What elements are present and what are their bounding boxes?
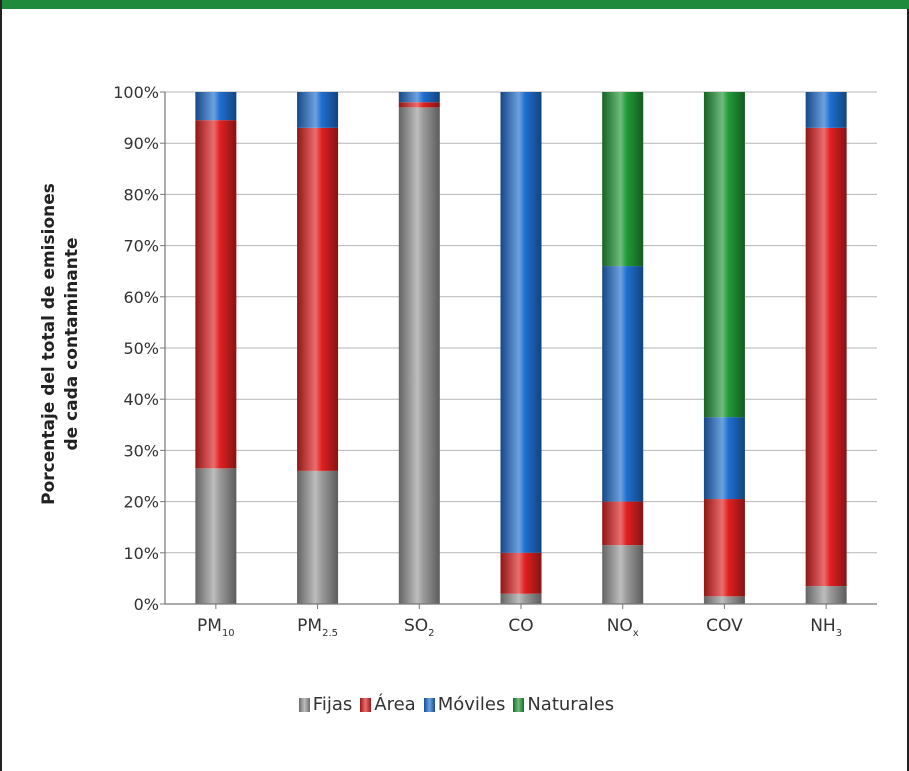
bar-segment-móviles <box>500 92 542 553</box>
x-tick-label: CO <box>508 616 533 636</box>
bars <box>195 92 847 605</box>
y-tick-label: 70% <box>123 237 159 256</box>
y-tick-labels: 0% 10% 20% 30% 40% 50% 60% 70% 80% 90% 100% <box>113 83 159 614</box>
bar-segment-fijas <box>398 107 440 605</box>
bar-segment-área <box>297 127 339 471</box>
y-tick-label: 10% <box>123 544 159 563</box>
bar-segment-móviles <box>398 92 440 103</box>
x-tick-labels: PM10 PM2.5 SO2 CO NOx COV NH3 <box>197 616 842 639</box>
bar-segment-fijas <box>703 596 745 604</box>
header-bar <box>2 0 909 9</box>
x-tick-label: PM10 <box>197 616 235 639</box>
legend-label: Móviles <box>437 694 506 715</box>
x-tick-label: NH3 <box>810 616 842 639</box>
y-tick-label: 100% <box>113 83 159 102</box>
bar-segment-área <box>195 120 237 469</box>
legend-swatch <box>423 697 435 712</box>
x-tick-label: NOx <box>607 616 639 639</box>
bar-segment-fijas <box>805 586 847 604</box>
legend-item-área: Área <box>360 694 416 715</box>
legend-item-móviles: Móviles <box>423 694 506 715</box>
legend-item-naturales: Naturales <box>513 694 614 715</box>
y-tick-label: 50% <box>123 339 159 358</box>
legend-label: Fijas <box>312 694 353 715</box>
bar-segment-móviles <box>703 417 745 500</box>
bar-segment-fijas <box>195 468 237 604</box>
bar-segment-móviles <box>602 266 644 502</box>
axes <box>164 92 877 609</box>
bar-segment-área <box>805 127 847 587</box>
bar-segment-naturales <box>703 92 745 418</box>
bar-segment-fijas <box>297 470 339 604</box>
x-tick-label: PM2.5 <box>297 616 338 639</box>
y-tick-label: 30% <box>123 441 159 460</box>
y-tick-label: 60% <box>123 288 159 307</box>
stacked-bar-chart: 0%10%20%30%40%50%60%70%80%90%100% PM10 PM… <box>39 83 877 639</box>
legend-label: Naturales <box>527 694 615 715</box>
bar-segment-naturales <box>602 92 644 267</box>
y-tick-label: 90% <box>123 134 159 153</box>
y-tick-label: 40% <box>123 390 159 409</box>
bar-segment-área <box>602 501 644 546</box>
y-axis-label: Porcentaje del total de emisiones de cada… <box>39 183 82 505</box>
legend-swatch <box>360 697 372 712</box>
legend-label: Área <box>374 694 416 715</box>
legend: Fijas Área Móviles Naturales <box>2 694 909 715</box>
y-tick-label: 0% <box>134 595 159 614</box>
bar-segment-área <box>398 102 440 108</box>
y-tick-label: 20% <box>123 493 159 512</box>
bar-segment-fijas <box>602 545 644 604</box>
bar-segment-área <box>500 552 542 594</box>
y-tick-label: 80% <box>123 185 159 204</box>
bar-segment-área <box>703 499 745 597</box>
legend-swatch <box>298 697 310 712</box>
x-tick-label: SO2 <box>404 616 435 639</box>
x-tick-label: COV <box>706 616 743 636</box>
bar-segment-móviles <box>195 92 237 121</box>
bar-segment-móviles <box>805 92 847 128</box>
legend-item-fijas: Fijas <box>298 694 353 715</box>
bar-segment-móviles <box>297 92 339 128</box>
legend-swatch <box>513 697 525 712</box>
bar-segment-fijas <box>500 593 542 604</box>
